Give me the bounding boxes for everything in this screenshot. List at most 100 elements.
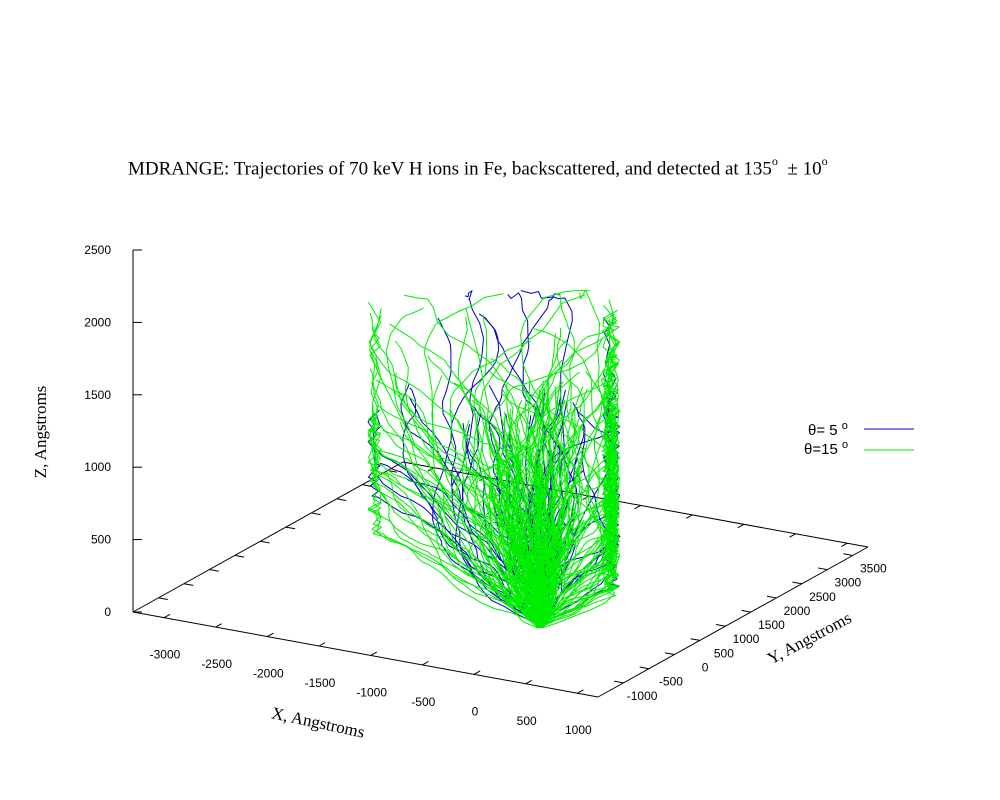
y-tick-9 [843,553,853,556]
trajectory-s1-112 [367,301,540,626]
x-tick-back-5 [685,514,693,519]
x-tick-back-6 [737,523,745,529]
bundle-s1-46 [537,447,586,622]
trajectory-s1-119 [368,349,541,626]
trajectory-s1-108 [490,357,605,626]
chart-title: MDRANGE: Trajectories of 70 keV H ions i… [128,154,828,180]
x-tick-label-4: -1000 [356,685,387,699]
bundle-s1-41 [543,457,582,622]
x-tick-label-7: 500 [517,714,537,728]
y-tick-back-3 [234,554,245,558]
y-tick-label-0: -1000 [627,689,658,703]
y-tick-back-1 [183,583,194,586]
x-tick-back-8 [840,542,848,548]
bundle-s1-81 [528,505,545,624]
legend-label-theta15: θ=15 o [804,439,849,458]
y-tick-label-6: 2000 [784,604,811,618]
bundle-s1-80 [525,379,544,622]
bundle-s1-86 [529,427,544,628]
trajectory-s1-96 [537,362,620,623]
z-tick-label-3: 1500 [84,388,111,402]
bundle-s1-42 [538,385,557,621]
bundle-s1-82 [539,505,581,628]
x-tick-3 [318,642,326,647]
bundle-s1-89 [541,379,561,624]
trajectory-s1-107 [375,379,541,625]
y-tick-label-2: 0 [702,661,709,675]
z-tick-label-2: 1000 [84,460,111,474]
y-tick-label-7: 2500 [809,590,836,604]
x-tick-label-0: -3000 [150,648,181,662]
bundle-s1-78 [495,486,537,622]
x-tick-6 [473,670,481,675]
y-tick-label-9: 3500 [860,561,887,575]
y-tick-5 [741,609,751,613]
y-tick-back-0 [158,597,168,601]
y-tick-back-6 [311,512,321,516]
x-tick-4 [370,651,378,656]
x-tick-back-7 [789,533,796,538]
z-tick-label-0: 0 [104,605,111,619]
bundle-s1-58 [536,386,584,628]
x-tick-2 [267,632,274,637]
trajectory-s1-89 [540,494,619,628]
x-axis-label: X, Angstroms [270,704,366,742]
y-tick-back-2 [209,569,219,572]
trajectory-s1-92 [386,471,544,623]
trajectories-group [367,289,621,629]
y-tick-label-1: -500 [659,675,683,689]
legend-lines [864,428,914,451]
trajectory-s1-71 [369,312,538,626]
y-tick-back-7 [336,498,347,501]
bundle-s1-87 [536,456,561,622]
bundle-s1-88 [499,506,543,626]
trajectory-s1-116 [537,343,620,626]
legend-label-theta5: θ= 5 o [808,420,848,439]
y-tick-4 [715,624,726,627]
x-tick-label-8: 1000 [565,723,592,737]
x-tick-1 [215,623,223,628]
z-tick-label-1: 500 [91,533,111,547]
trajectory-s1-95 [370,442,538,628]
trajectory-s1-97 [498,354,618,623]
y-tick-2 [665,652,675,656]
y-tick-back-4 [260,540,270,544]
y-tick-3 [690,638,700,641]
y-tick-label-8: 3000 [835,576,862,590]
trajectory-s1-87 [537,371,619,626]
bundle-s1-72 [537,498,571,627]
y-axis-line [597,546,869,698]
y-tick-6 [766,595,777,599]
bundle-s1-67 [503,445,540,622]
tick-labels-group: -3000-2500-2000-1500-1000-50005001000-10… [31,243,887,742]
trajectory-s1-105 [542,289,613,626]
x-tick-label-6: 0 [472,704,479,718]
y-tick-back-5 [285,526,296,530]
y-tick-label-3: 500 [714,646,734,660]
bundle-s1-79 [537,464,551,622]
x-tick-5 [422,661,429,666]
x-tick-label-1: -2500 [201,657,232,671]
x-axis-line [132,611,599,698]
trajectory-s1-58 [371,493,539,628]
trajectory-s1-67 [473,314,539,626]
trajectory-s1-7 [487,369,621,629]
bundle-s1-74 [536,463,582,621]
x-tick-back-4 [634,505,641,510]
y-tick-label-4: 1000 [733,632,760,646]
z-tick-label-5: 2500 [84,243,111,257]
trajectory-s0-25 [377,475,544,625]
x-tick-0 [163,613,171,619]
trajectory-s1-103 [542,469,620,627]
trajectory-s1-91 [461,371,580,627]
x-tick-7 [525,679,533,685]
base-back-left-edge [132,461,404,613]
y-tick-1 [639,666,650,670]
x-tick-label-3: -1500 [305,676,336,690]
trajectory-s1-54 [376,508,540,627]
x-tick-label-2: -2000 [253,667,284,681]
y-tick-7 [792,581,802,585]
y-tick-back-8 [362,484,372,487]
y-tick-label-5: 1500 [758,618,785,632]
